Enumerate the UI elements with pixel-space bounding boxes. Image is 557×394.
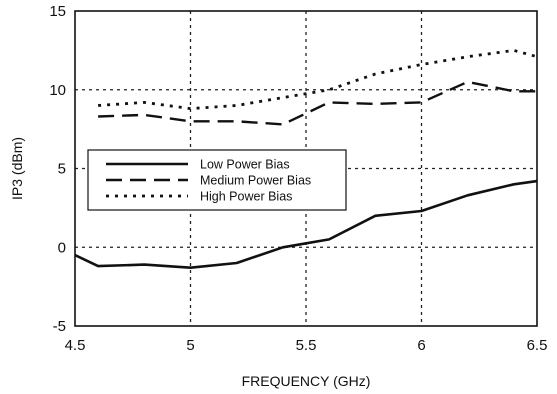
legend-label: Medium Power Bias <box>200 174 311 188</box>
x-tick-label: 4.5 <box>65 337 86 354</box>
series-lines <box>74 49 538 270</box>
legend-label: High Power Bias <box>200 190 292 204</box>
axis-tick-labels: 4.5 5 5.5 6 6.5 -5 0 5 10 15 <box>49 3 547 354</box>
x-tick-label: 6 <box>417 337 425 354</box>
plot-frame <box>74 10 538 327</box>
x-tick-label: 5 <box>186 337 194 354</box>
x-tick-label: 6.5 <box>527 337 548 354</box>
y-tick-label: -5 <box>53 318 66 335</box>
y-tick-label: 5 <box>58 161 66 178</box>
series-line-dotted <box>98 49 538 110</box>
x-tick-label: 5.5 <box>296 337 317 354</box>
legend-label: Low Power Bias <box>200 158 290 172</box>
y-tick-label: 10 <box>49 82 66 99</box>
series-line-dashed <box>98 80 537 126</box>
y-tick-label: 0 <box>58 239 66 256</box>
legend: Low Power Bias Medium Power Bias High Powe… <box>87 149 347 211</box>
y-tick-label: 15 <box>49 3 66 20</box>
x-axis-title: FREQUENCY (GHz) <box>242 373 371 389</box>
series-line-solid <box>74 179 538 270</box>
y-axis-title: IP3 (dBm) <box>9 137 25 200</box>
